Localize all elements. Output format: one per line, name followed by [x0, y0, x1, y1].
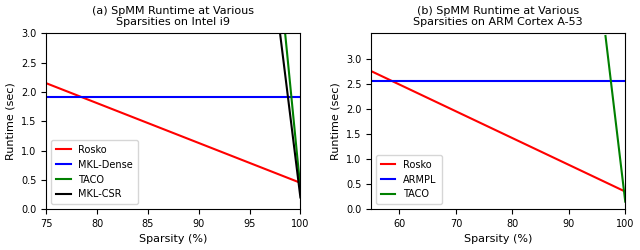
- Y-axis label: Runtime (sec): Runtime (sec): [6, 82, 15, 160]
- Title: (b) SpMM Runtime at Various
Sparsities on ARM Cortex A-53: (b) SpMM Runtime at Various Sparsities o…: [413, 6, 583, 27]
- Title: (a) SpMM Runtime at Various
Sparsities on Intel i9: (a) SpMM Runtime at Various Sparsities o…: [92, 6, 254, 27]
- Y-axis label: Runtime (sec): Runtime (sec): [330, 82, 340, 160]
- Legend: Rosko, ARMPL, TACO: Rosko, ARMPL, TACO: [376, 155, 442, 204]
- X-axis label: Sparsity (%): Sparsity (%): [139, 234, 207, 244]
- Legend: Rosko, MKL-Dense, TACO, MKL-CSR: Rosko, MKL-Dense, TACO, MKL-CSR: [51, 140, 138, 204]
- X-axis label: Sparsity (%): Sparsity (%): [464, 234, 532, 244]
